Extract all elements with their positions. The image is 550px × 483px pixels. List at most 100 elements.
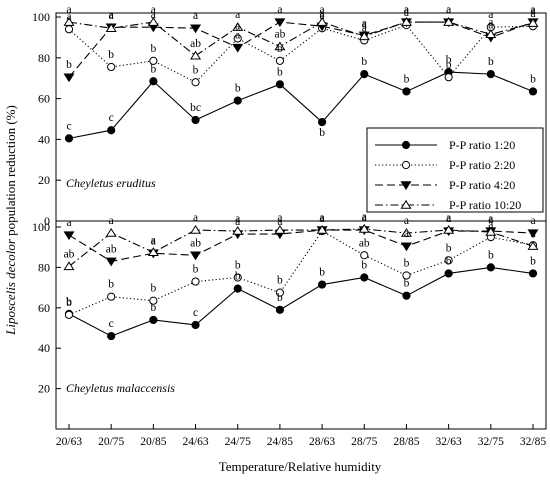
panel2-y-tick-label-20: 20 xyxy=(38,382,50,396)
panel1-series-4-point-1 xyxy=(63,17,75,26)
panel1-series-2-letter-5: a xyxy=(235,20,240,32)
panel1-series-4-point-6 xyxy=(274,41,286,51)
panel2-series-3-letter-7: a xyxy=(320,212,325,224)
panel1-series-2-line xyxy=(68,24,534,83)
panel1-series-2-point-2 xyxy=(107,62,116,72)
panel2-series-1-letter-8: b xyxy=(361,260,367,272)
panel1-series-3-point-6 xyxy=(274,18,286,28)
panel1-series-4-point-11 xyxy=(485,29,497,39)
panel1-series-1-letter-10: b xyxy=(446,54,452,66)
panel1-y-tick-label-40: 40 xyxy=(38,132,50,146)
panel1-series-4-letter-1: a xyxy=(66,4,71,16)
panel1-series-3-letter-5: a xyxy=(235,30,240,42)
panel2-series-3-point-9 xyxy=(400,242,412,252)
panel1-species-label: Cheyletus eruditus xyxy=(66,176,156,190)
panel1-series-4-letter-9: a xyxy=(404,4,409,16)
panel2-series-2-point-5 xyxy=(233,273,242,282)
panel1-series-2-letter-7: a xyxy=(320,10,325,22)
panel1-series-1-letter-9: b xyxy=(404,73,410,85)
panel1-series-3-letter-9: a xyxy=(404,4,409,16)
x-tick-label-5: 24/85 xyxy=(267,436,293,448)
panel2-series-1-point-12 xyxy=(528,269,538,278)
panel2-series-4-point-8 xyxy=(358,223,370,233)
x-tick-label-10: 32/75 xyxy=(478,436,504,448)
panel1-series-1-point-6 xyxy=(275,80,285,89)
panel2-series-1-letter-1: b xyxy=(66,296,72,308)
legend-marker-1 xyxy=(401,140,411,150)
panel2-y-tick-label-100: 100 xyxy=(32,220,50,234)
panel1-series-4-letter-5: a xyxy=(235,9,240,21)
legend-label-1: P-P ratio 1:20 xyxy=(449,138,515,152)
panel1-series-2-letter-4: b xyxy=(193,64,199,76)
panel2-series-2-letter-8: ab xyxy=(359,237,370,249)
panel2-series-2-letter-9: b xyxy=(404,257,410,269)
panel1-series-4-letter-6: ab xyxy=(274,29,285,41)
panel2-series-4-letter-8: a xyxy=(362,211,367,223)
panel1-series-1-letter-3: b xyxy=(150,63,156,75)
panel1-series-3-letter-1: b xyxy=(66,59,72,71)
panel1-series-4-letter-2: a xyxy=(109,10,114,22)
panel2-series-3-point-1 xyxy=(63,231,75,241)
panel1-series-3-letter-8: a xyxy=(362,17,367,29)
panel1-series-3-letter-2: a xyxy=(109,9,114,21)
panel1-series-3-letter-12: a xyxy=(530,4,535,16)
legend-box xyxy=(366,127,544,213)
y-axis-label-rest: population reduction (%) xyxy=(3,105,18,239)
x-tick-label-1: 20/75 xyxy=(98,436,124,448)
x-tick-label-3: 24/63 xyxy=(182,436,208,448)
panel2-series-4-letter-6: a xyxy=(277,212,282,224)
panel2-series-2-letter-5: b xyxy=(235,260,241,272)
panel1-series-3-letter-4: a xyxy=(193,10,198,22)
panel2-series-2-letter-1: b xyxy=(66,297,72,309)
panel2-series-3-point-4 xyxy=(190,251,202,261)
panel2-series-4-point-10 xyxy=(443,224,455,234)
panel1-series-2-letter-11: a xyxy=(488,9,493,21)
panel1-series-1-point-5 xyxy=(233,96,242,105)
panel1-series-1-letter-6: b xyxy=(277,66,283,78)
legend-label-4: P-P ratio 10:20 xyxy=(449,198,521,212)
panel1-series-3-line xyxy=(68,21,534,78)
panel2-series-4-line xyxy=(68,228,534,267)
x-tick-label-2: 20/85 xyxy=(140,436,166,448)
panel2-series-4-letter-12: a xyxy=(530,228,535,240)
legend: P-P ratio 1:20 P-P ratio 2:20 P-P ratio 4:… xyxy=(366,127,544,213)
panel2-series-4-point-5 xyxy=(232,225,244,235)
panel1-series-1-letter-12: b xyxy=(530,73,536,85)
panel2-series-1-point-10 xyxy=(444,269,453,278)
panel2-y-tick-label-80: 80 xyxy=(38,260,50,274)
panel1-series-1-letter-2: c xyxy=(109,112,114,124)
panel1-series-1-letter-8: b xyxy=(361,56,367,68)
panel1-y-tick-label-60: 60 xyxy=(38,92,50,106)
panel1-series-1-point-7 xyxy=(317,117,327,127)
panel1-series-3-point-1 xyxy=(63,73,75,83)
axes-layer: 0 20 40 60 80 100 20 40 60 80 100 20/63 20/75 20/85 24… xyxy=(32,10,547,448)
panel1-series-4-letter-3: a xyxy=(151,4,156,16)
panel1-series-4-letter-4: ab xyxy=(190,38,201,50)
panel2-series-4-point-11 xyxy=(485,226,497,236)
panel2-series-3-line xyxy=(68,229,534,262)
panel2-series-1-point-11 xyxy=(486,263,495,272)
panel1-series-1-letter-5: b xyxy=(235,83,241,95)
panel1-series-1-point-2 xyxy=(107,126,116,135)
panel1-series-1-line xyxy=(68,71,534,139)
x-tick-label-7: 28/75 xyxy=(351,436,377,448)
panel1-series-2-point-6 xyxy=(275,56,285,65)
panel2-series-1-letter-9: b xyxy=(404,278,410,290)
panel1-series-1-point-9 xyxy=(402,87,411,96)
panel1-series-1-letter-4: bc xyxy=(190,102,201,114)
panel2-series-2-point-9 xyxy=(402,271,411,280)
panel2-series-3-letter-3: a xyxy=(151,235,156,247)
panel1-series-3-letter-6: a xyxy=(277,4,282,16)
panel2-series-3-letter-12: a xyxy=(530,215,535,227)
panel2-series-1-letter-3: b xyxy=(150,302,156,314)
panel2-series-2-point-6 xyxy=(275,288,285,297)
panel1-series-2-letter-6: b xyxy=(277,43,283,55)
legend-marker-3 xyxy=(400,181,412,191)
panel2-series-2-point-10 xyxy=(444,256,453,265)
panel2-series-2-letter-6: b xyxy=(277,275,283,287)
x-axis-label: Temperature/Relative humidity xyxy=(219,459,382,474)
panel2-series-1-point-9 xyxy=(402,291,411,300)
panel2-series-2-line xyxy=(68,230,534,316)
panel2-series-4-point-9 xyxy=(400,227,412,237)
